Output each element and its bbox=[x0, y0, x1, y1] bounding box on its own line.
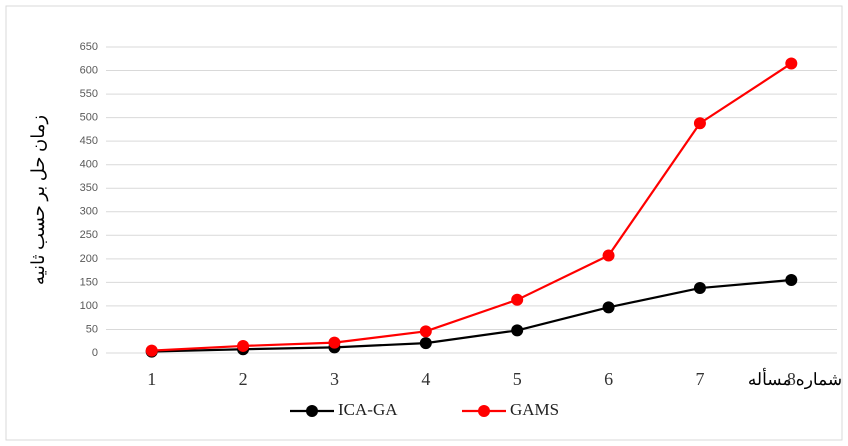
point bbox=[693, 117, 706, 130]
legend-label: ICA-GA bbox=[338, 400, 398, 419]
point bbox=[693, 282, 706, 295]
x-tick-label: 2 bbox=[239, 369, 248, 389]
y-tick-label: 650 bbox=[80, 41, 98, 53]
y-tick-label: 600 bbox=[80, 64, 98, 76]
y-tick-label: 500 bbox=[80, 112, 98, 124]
point bbox=[785, 57, 798, 70]
y-tick-label: 450 bbox=[80, 135, 98, 147]
x-tick-label: 3 bbox=[330, 369, 339, 389]
point bbox=[328, 336, 341, 349]
y-tick-label: 350 bbox=[80, 182, 98, 194]
y-tick-label: 100 bbox=[80, 300, 98, 312]
y-tick-label: 150 bbox=[80, 276, 98, 288]
legend-label: GAMS bbox=[510, 400, 559, 419]
point bbox=[145, 344, 158, 357]
legend-marker bbox=[478, 405, 490, 417]
series-line bbox=[151, 278, 792, 353]
y-tick-label: 550 bbox=[80, 88, 98, 100]
point bbox=[419, 325, 432, 338]
y-tick-label: 200 bbox=[80, 253, 98, 265]
point bbox=[237, 339, 250, 352]
chart-border bbox=[5, 5, 843, 441]
point bbox=[785, 274, 798, 287]
series-line bbox=[151, 62, 792, 352]
point bbox=[602, 301, 615, 314]
x-tick-label: 6 bbox=[604, 369, 613, 389]
x-tick-label: 5 bbox=[513, 369, 522, 389]
y-tick-label: 300 bbox=[80, 206, 98, 218]
point bbox=[602, 249, 615, 262]
x-tick-label: 8 bbox=[787, 369, 796, 389]
y-axis-label: زمان حل بر حسب ثانیه bbox=[28, 115, 49, 285]
x-tick-label: 7 bbox=[695, 369, 704, 389]
y-tick-label: 400 bbox=[80, 159, 98, 171]
point bbox=[511, 324, 524, 337]
y-tick-label: 0 bbox=[92, 347, 98, 359]
point bbox=[419, 337, 432, 350]
x-tick-label: 4 bbox=[421, 369, 430, 389]
legend-marker bbox=[306, 405, 318, 417]
x-axis-label: شماره مسأله bbox=[748, 367, 842, 390]
y-tick-label: 250 bbox=[80, 229, 98, 241]
x-tick-label: 1 bbox=[147, 369, 156, 389]
point bbox=[511, 293, 524, 306]
y-tick-label: 50 bbox=[86, 323, 98, 335]
